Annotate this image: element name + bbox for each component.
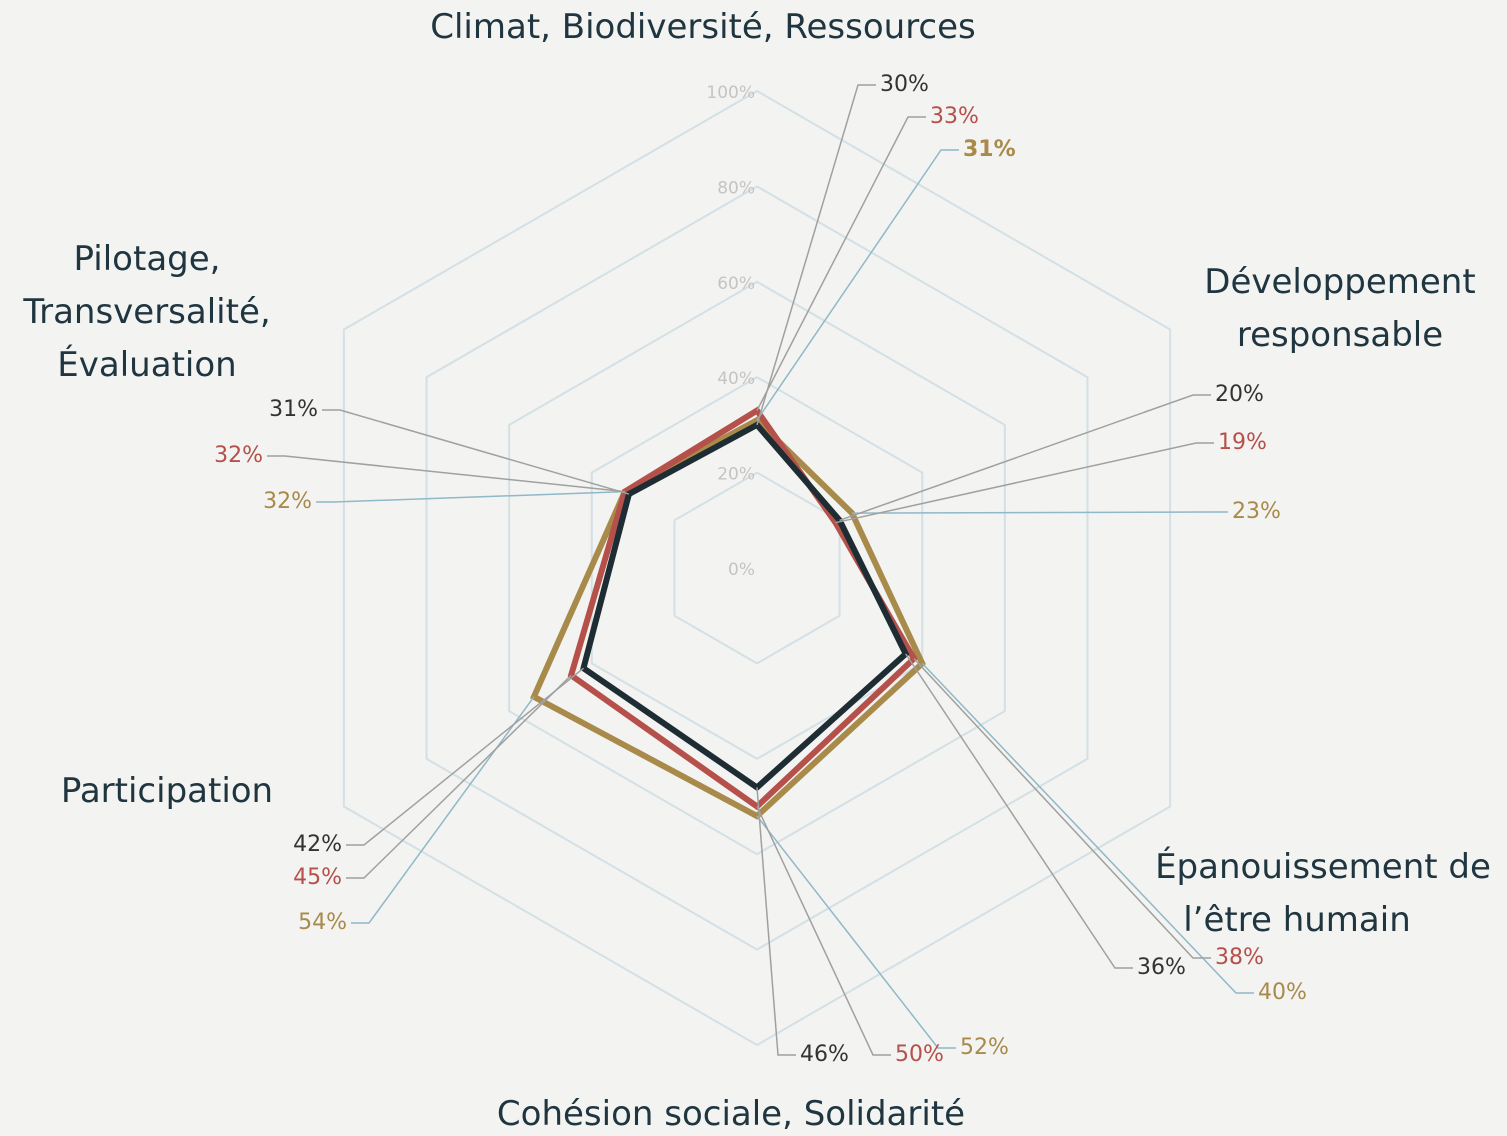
category-label: Climat, Biodiversité, Ressources: [430, 7, 976, 47]
grid-ring: [508, 280, 1006, 856]
leader-line: [756, 116, 926, 411]
category-line: responsable: [1237, 315, 1443, 355]
value-label: 32%: [263, 489, 312, 514]
value-label: 42%: [293, 832, 342, 857]
r-tick-label: 80%: [717, 178, 755, 198]
leader-line: [756, 149, 959, 421]
category-label: Épanouissement de l’être humain: [1155, 846, 1491, 940]
value-label: 38%: [1215, 945, 1264, 970]
category-label: Développement responsable: [1204, 262, 1475, 355]
category-label: Cohésion sociale, Solidarité: [497, 1094, 965, 1134]
leader-line: [346, 674, 572, 879]
category-line: Participation: [61, 771, 273, 811]
value-label: 45%: [293, 865, 342, 890]
value-label: 36%: [1137, 955, 1186, 980]
value-label: 46%: [800, 1042, 849, 1067]
leader-line: [322, 409, 630, 495]
grid-ring: [342, 89, 1172, 1047]
value-label: 40%: [1258, 980, 1307, 1005]
category-label: Participation: [61, 771, 273, 811]
category-line: l’être humain: [1183, 900, 1411, 940]
value-label: 33%: [930, 104, 979, 129]
grid-ring: [673, 471, 841, 665]
category-line: Évaluation: [57, 344, 236, 385]
category-line: Climat, Biodiversité, Ressources: [430, 7, 976, 47]
value-label: 50%: [895, 1042, 944, 1067]
value-label: 31%: [963, 137, 1016, 162]
r-tick-label: 20%: [717, 465, 755, 485]
category-line: Développement: [1204, 262, 1475, 302]
leader-line: [835, 442, 1214, 524]
r-tick-label: 100%: [706, 83, 755, 103]
leader-line: [913, 658, 1211, 959]
leader-line: [756, 806, 891, 1056]
leader-line: [921, 662, 1254, 994]
value-label: 19%: [1218, 430, 1267, 455]
leader-line: [756, 787, 796, 1056]
leader-line: [756, 84, 876, 426]
category-line: Pilotage,: [74, 239, 221, 279]
value-label: 30%: [880, 72, 929, 97]
value-label: 52%: [960, 1035, 1009, 1060]
leader-line: [351, 696, 535, 924]
leader-line: [852, 511, 1228, 514]
leader-line: [905, 653, 1133, 969]
value-label: 20%: [1215, 382, 1264, 407]
category-line: Cohésion sociale, Solidarité: [497, 1094, 965, 1134]
leader-line: [839, 394, 1211, 522]
category-label: Pilotage, Transversalité, Évaluation: [22, 239, 270, 385]
leader-line: [267, 455, 625, 493]
value-label: 31%: [269, 397, 318, 422]
r-tick-label: 40%: [717, 369, 755, 389]
leader-line: [316, 490, 625, 503]
r-tick-label: 0%: [728, 560, 755, 580]
value-label: 54%: [298, 910, 347, 935]
category-line: Transversalité,: [22, 292, 270, 332]
category-line: Épanouissement de: [1155, 846, 1491, 887]
leader-line: [756, 815, 956, 1049]
r-tick-label: 60%: [717, 274, 755, 294]
grid-ring: [425, 185, 1089, 951]
leader-line: [346, 667, 584, 846]
value-label: 23%: [1232, 499, 1281, 524]
value-label: 32%: [214, 443, 263, 468]
grid-ring: [590, 376, 924, 760]
